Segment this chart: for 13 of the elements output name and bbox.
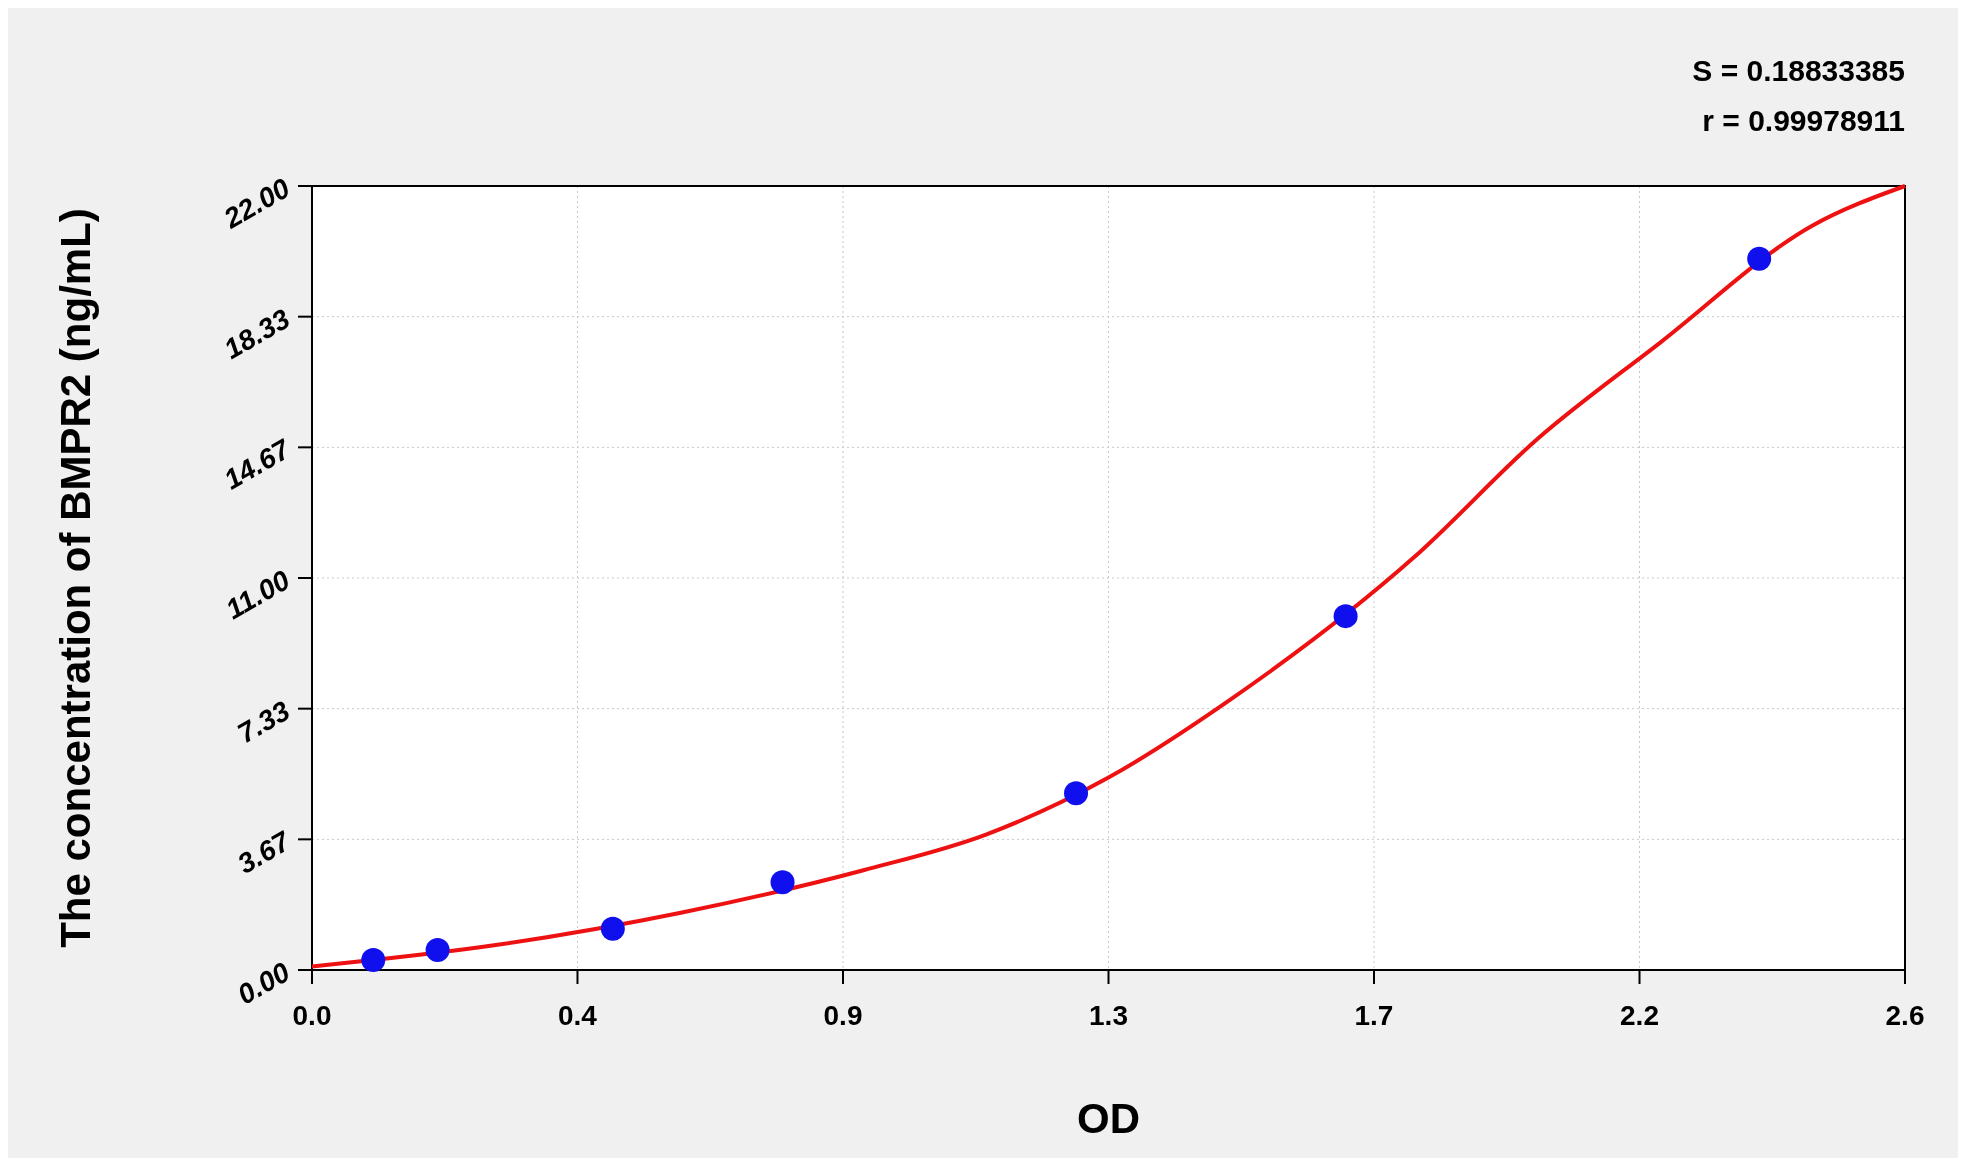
y-axis-title: The concentration of BMPR2 (ng/mL) [52, 208, 99, 948]
x-tick-label: 0.4 [558, 1000, 598, 1031]
x-tick-label: 1.7 [1354, 1000, 1394, 1031]
text: r = 0.99978911 [1702, 104, 1905, 137]
x-tick-label: 1.3 [1089, 1000, 1128, 1031]
x-tick-label: 2.2 [1620, 1000, 1659, 1031]
y-tick-label: 7.33 [232, 694, 296, 750]
x-tick-label: 0.9 [823, 1000, 863, 1031]
y-tick-label: 3.67 [232, 824, 297, 880]
x-axis-title: OD [1077, 1095, 1140, 1142]
x-tick-label: 2.6 [1885, 1000, 1925, 1031]
text: S = 0.18833385 [1692, 54, 1905, 87]
x-tick-label: 0.0 [292, 1000, 332, 1031]
